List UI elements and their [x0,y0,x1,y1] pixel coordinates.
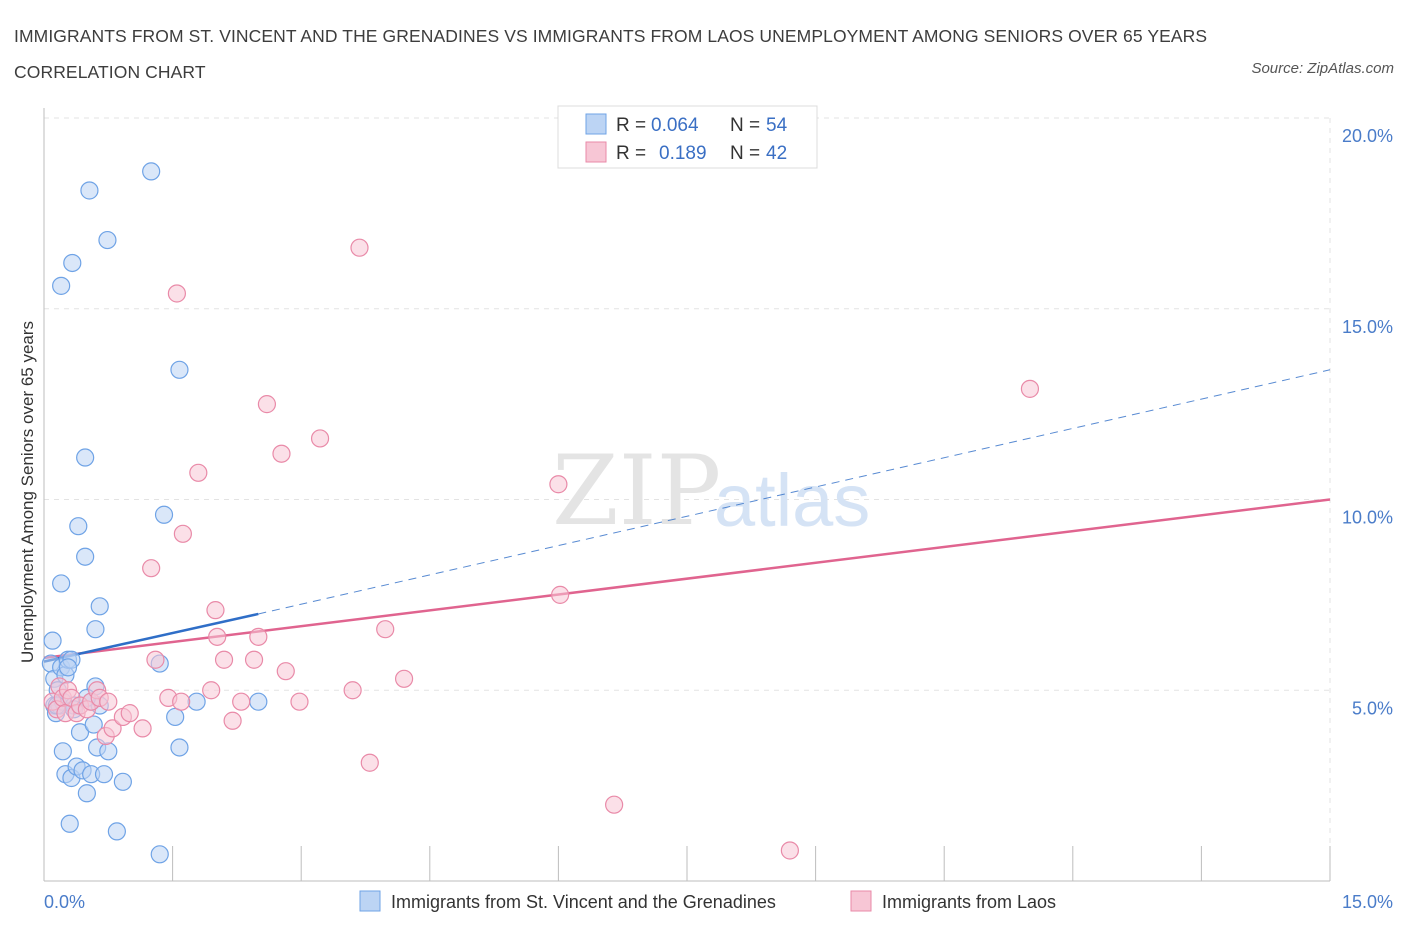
point-blue-14 [53,742,72,761]
point-pink-32 [244,650,264,669]
point-blue-28 [84,715,103,734]
point-pink-19 [142,559,161,578]
point-pink-28 [208,627,227,646]
watermark: ZIP atlas [552,435,870,547]
watermark-zip: ZIP [552,435,721,547]
bottom-legend-label-blue: Immigrants from St. Vincent and the Gren… [391,892,776,912]
legend-r-value-2: 0.189 [659,143,707,164]
point-blue-24 [76,448,95,467]
point-pink-33 [249,627,268,646]
legend-swatch-pink [585,141,607,163]
point-pink-22 [167,284,186,303]
point-pink-34 [257,395,277,414]
y-tick-label-1: 10.0% [1342,508,1393,528]
point-pink-23 [172,692,191,711]
point-blue-1 [43,631,62,650]
point-blue-49 [187,692,206,711]
point-pink-39 [343,681,362,700]
point-blue-13 [52,574,71,593]
y-tick-labels: 5.0% 10.0% 15.0% 20.0% [1342,126,1393,718]
point-pink-15 [103,719,122,738]
point-pink-31 [232,692,251,711]
bottom-legend-swatch-pink [850,890,872,912]
point-blue-41 [98,230,117,250]
point-blue-35 [99,742,118,761]
point-blue-36 [107,822,126,841]
point-blue-45 [154,505,174,524]
series-blue-points [41,162,268,864]
point-blue-39 [63,253,82,273]
trend-line-blue [43,612,259,663]
point-blue-50 [249,692,268,711]
y-tick-label-2: 15.0% [1342,317,1393,337]
point-pink-30 [223,711,242,730]
point-blue-44 [150,845,169,864]
point-blue-48 [170,360,189,379]
point-pink-27 [206,601,225,620]
chart-title: IMMIGRANTS FROM ST. VINCENT AND THE GREN… [14,26,1208,82]
point-pink-35 [272,444,291,463]
point-blue-47 [170,738,189,757]
point-pink-47 [780,841,799,860]
point-blue-16 [60,814,79,833]
point-pink-38 [310,429,330,448]
legend-swatch-blue [585,113,607,135]
point-pink-36 [276,662,295,681]
point-pink-29 [214,650,234,669]
point-blue-38 [52,276,71,295]
point-pink-20 [146,650,165,669]
point-pink-43 [394,669,414,688]
bottom-legend-swatch-blue [359,890,381,912]
point-blue-23 [76,547,95,566]
bottom-legend-label-pink: Immigrants from Laos [882,892,1056,912]
point-pink-42 [376,620,395,639]
point-pink-18 [133,719,152,738]
point-blue-42 [142,162,161,181]
series-pink-points [43,238,1040,860]
legend-r-label-1: R = [616,115,646,136]
point-blue-21 [70,723,90,742]
point-pink-40 [350,238,369,257]
point-blue-34 [94,765,114,784]
point-blue-40 [80,181,99,200]
source-label: Source: ZipAtlas.com [1251,60,1394,77]
y-tick-label-0: 5.0% [1352,698,1393,718]
point-pink-46 [605,795,624,814]
point-blue-25 [77,784,96,803]
point-pink-48 [1020,379,1040,398]
point-pink-24 [173,524,192,543]
legend-r-value-1: 0.064 [651,115,699,136]
legend-r-label-2: R = [616,143,646,164]
point-pink-44 [549,475,568,494]
point-blue-33 [90,597,109,616]
point-blue-46 [166,707,185,727]
legend-n-value-2: 42 [766,143,787,164]
trend-line-blue-extended [258,369,1331,615]
legend-n-label-2: N = [730,143,760,164]
axes [43,108,1331,882]
x-tick-label-min: 0.0% [44,892,85,912]
point-pink-25 [189,463,208,482]
bottom-legend: Immigrants from St. Vincent and the Gren… [359,890,1056,912]
y-axis-label: Unemployment Among Seniors over 65 years [18,321,37,663]
point-pink-14 [99,692,118,711]
legend-n-label-1: N = [730,115,760,136]
point-pink-41 [360,753,379,772]
point-pink-37 [290,692,309,711]
point-blue-37 [113,772,132,791]
point-pink-26 [202,681,221,700]
legend-n-value-1: 54 [766,115,788,136]
point-blue-20 [69,517,88,536]
point-pink-17 [120,704,139,723]
point-blue-53 [58,658,78,677]
point-blue-30 [86,620,105,639]
x-tick-label-max: 15.0% [1342,892,1393,912]
point-pink-45 [551,585,570,604]
legend: R = 0.064 N = 54 R = 0.189 N = 42 [557,105,818,169]
watermark-atlas: atlas [714,459,870,542]
y-tick-label-3: 20.0% [1342,126,1393,146]
